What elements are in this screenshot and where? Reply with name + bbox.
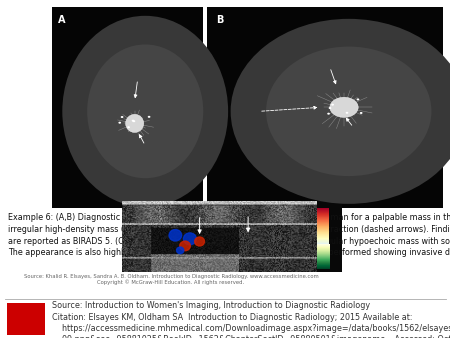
- Bar: [7, 303, 45, 335]
- Text: Example 6: (A,B) Diagnostic mammography was obtained in this 70-year-old woman f: Example 6: (A,B) Diagnostic mammography …: [8, 213, 450, 257]
- Circle shape: [180, 241, 190, 251]
- Bar: [122, 201, 342, 272]
- Text: Education: Education: [14, 331, 38, 336]
- Circle shape: [327, 113, 330, 115]
- Circle shape: [328, 107, 331, 109]
- Ellipse shape: [62, 16, 228, 207]
- Circle shape: [132, 120, 135, 122]
- Circle shape: [133, 120, 135, 122]
- Text: Hill: Hill: [19, 322, 33, 332]
- Ellipse shape: [87, 45, 203, 178]
- Ellipse shape: [266, 47, 432, 176]
- Bar: [207, 7, 443, 208]
- Circle shape: [121, 116, 123, 118]
- Text: Mc: Mc: [20, 308, 32, 317]
- Circle shape: [360, 112, 363, 114]
- Bar: [52, 7, 202, 208]
- Circle shape: [176, 247, 184, 254]
- Circle shape: [118, 122, 121, 124]
- Ellipse shape: [126, 114, 144, 132]
- Text: Source: Introduction to Women's Imaging, Introduction to Diagnostic Radiology
Ci: Source: Introduction to Women's Imaging,…: [52, 301, 450, 338]
- Circle shape: [195, 237, 204, 246]
- Text: A: A: [58, 15, 65, 25]
- Text: Graw: Graw: [15, 315, 37, 324]
- Circle shape: [127, 126, 130, 128]
- Circle shape: [169, 230, 182, 241]
- Circle shape: [331, 104, 334, 106]
- Text: Source: Khalid R. Elsayes, Sandra A. B. Oldham. Introduction to Diagnostic Radio: Source: Khalid R. Elsayes, Sandra A. B. …: [23, 274, 319, 285]
- Circle shape: [148, 116, 150, 118]
- Circle shape: [184, 233, 196, 245]
- Text: B: B: [216, 15, 224, 25]
- Ellipse shape: [230, 19, 450, 204]
- Circle shape: [346, 112, 348, 114]
- Text: C: C: [125, 204, 131, 213]
- Ellipse shape: [330, 97, 358, 117]
- Circle shape: [356, 98, 359, 100]
